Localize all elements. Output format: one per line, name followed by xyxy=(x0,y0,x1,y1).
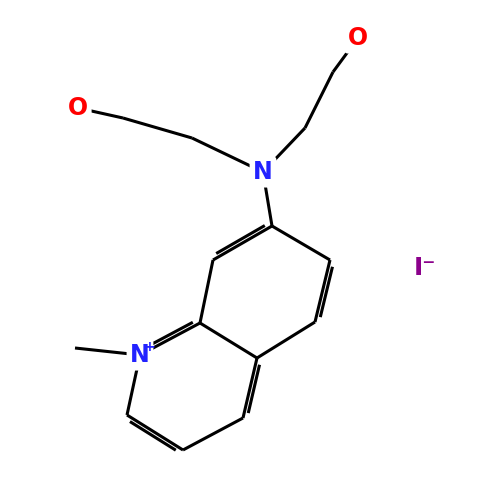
Text: N: N xyxy=(130,343,150,367)
Text: O: O xyxy=(348,26,368,50)
Text: I⁻: I⁻ xyxy=(414,256,436,280)
Text: +: + xyxy=(144,340,156,354)
Text: O: O xyxy=(68,96,88,120)
Text: N: N xyxy=(253,160,273,184)
